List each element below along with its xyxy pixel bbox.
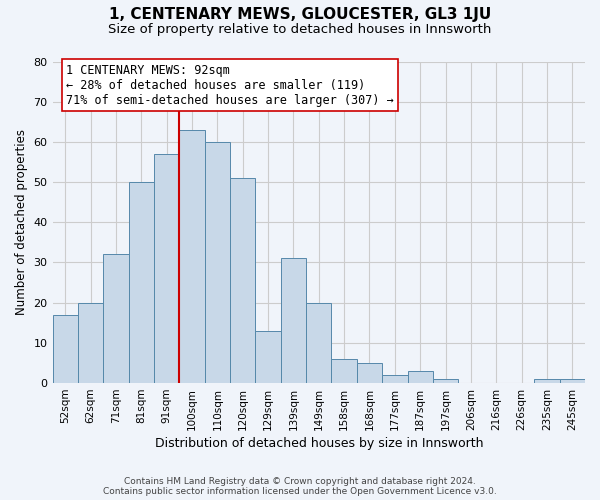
Y-axis label: Number of detached properties: Number of detached properties [15,130,28,316]
Bar [281,258,306,383]
Bar [560,379,585,383]
Bar [205,142,230,383]
Text: 1 CENTENARY MEWS: 92sqm
← 28% of detached houses are smaller (119)
71% of semi-d: 1 CENTENARY MEWS: 92sqm ← 28% of detache… [66,64,394,106]
Bar [179,130,205,383]
Bar [53,314,78,383]
X-axis label: Distribution of detached houses by size in Innsworth: Distribution of detached houses by size … [155,437,483,450]
Bar [256,331,281,383]
Bar [433,379,458,383]
Bar [103,254,128,383]
Bar [230,178,256,383]
Bar [407,371,433,383]
Bar [78,302,103,383]
Text: Size of property relative to detached houses in Innsworth: Size of property relative to detached ho… [109,22,491,36]
Bar [534,379,560,383]
Bar [382,375,407,383]
Bar [154,154,179,383]
Text: 1, CENTENARY MEWS, GLOUCESTER, GL3 1JU: 1, CENTENARY MEWS, GLOUCESTER, GL3 1JU [109,8,491,22]
Bar [331,359,357,383]
Bar [128,182,154,383]
Bar [357,363,382,383]
Text: Contains HM Land Registry data © Crown copyright and database right 2024.
Contai: Contains HM Land Registry data © Crown c… [103,476,497,496]
Bar [306,302,331,383]
